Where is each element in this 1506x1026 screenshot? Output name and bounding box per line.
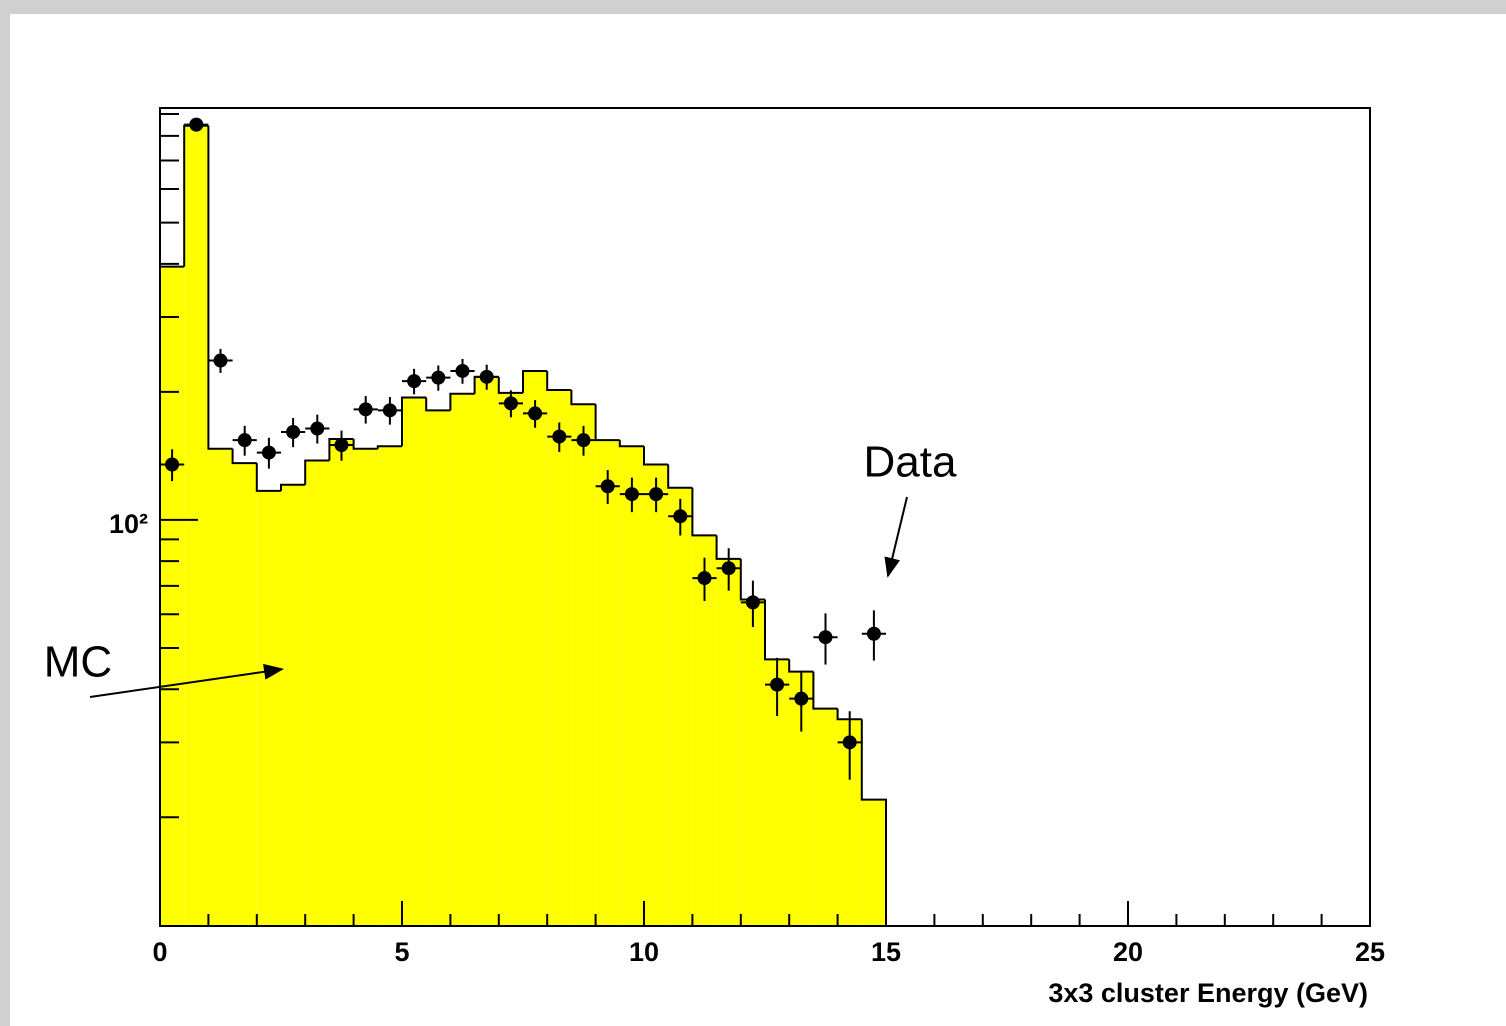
bar-outline <box>522 369 548 393</box>
bar-outline <box>352 438 378 450</box>
bar-outline <box>618 440 644 448</box>
bar <box>160 266 185 926</box>
data-point <box>189 117 204 132</box>
data-point <box>552 429 567 444</box>
plot-frame <box>159 107 1371 927</box>
bar <box>740 599 765 926</box>
bar <box>523 370 548 926</box>
bar-outline <box>255 463 281 492</box>
annotation: Data <box>864 438 957 487</box>
bar <box>256 490 281 926</box>
data-point <box>576 433 591 448</box>
bar <box>813 708 838 926</box>
x-tick-label: 0 <box>152 937 167 967</box>
bar-outline <box>497 376 523 394</box>
bar-outline <box>401 396 427 447</box>
data-point <box>237 433 252 448</box>
bar <box>595 440 620 926</box>
bar-outline <box>860 719 887 926</box>
data-point <box>745 595 760 610</box>
data-point <box>261 445 276 460</box>
data-point <box>770 677 785 692</box>
bar <box>474 376 499 926</box>
bar <box>716 558 741 926</box>
data-point <box>600 479 615 494</box>
bar <box>861 799 886 926</box>
bar-outline <box>667 464 693 489</box>
bar-outline <box>231 448 257 465</box>
bar <box>547 390 572 926</box>
data-point <box>286 424 301 439</box>
bar-outline <box>425 397 451 412</box>
x-axis-label: 3x3 cluster Energy (GeV) <box>1048 978 1368 1008</box>
bar-outline <box>643 446 669 466</box>
data-point <box>842 735 857 750</box>
bar <box>644 464 669 926</box>
data-point <box>624 487 639 502</box>
bar-outline <box>207 125 233 450</box>
x-tick-label: 15 <box>871 937 901 967</box>
data-point <box>358 402 373 417</box>
x-tick-label: 10 <box>629 937 659 967</box>
bar <box>619 446 644 926</box>
bar-outline <box>280 483 306 491</box>
data-point <box>213 353 228 368</box>
y-tick-label: 10² <box>109 509 148 539</box>
bar-outline <box>715 535 741 560</box>
bar-outline <box>449 392 475 411</box>
data-point <box>310 421 325 436</box>
data-point <box>382 403 397 418</box>
bar <box>232 463 257 926</box>
bar-outline <box>304 459 330 485</box>
data-point <box>165 457 180 472</box>
bar <box>450 393 475 926</box>
bar <box>571 404 596 927</box>
data-point <box>455 363 470 378</box>
bar <box>402 397 427 926</box>
bar-outline <box>836 708 862 721</box>
data-point <box>794 691 809 706</box>
bar <box>329 438 354 926</box>
bar-outline <box>812 671 838 710</box>
data-point <box>697 571 712 586</box>
data-point <box>673 509 688 524</box>
bar <box>208 448 233 926</box>
bar-outline <box>328 437 354 461</box>
bar-outline <box>376 445 402 449</box>
frame-top <box>0 0 1506 14</box>
data-point <box>407 374 422 389</box>
bar <box>305 460 330 926</box>
bar <box>668 487 693 926</box>
data-point <box>503 396 518 411</box>
data-point <box>818 630 833 645</box>
data-point <box>866 626 881 641</box>
bar <box>377 446 402 926</box>
bar <box>353 448 378 926</box>
bar <box>426 410 451 926</box>
x-tick-label: 20 <box>1113 937 1143 967</box>
annotation-arrow <box>89 663 284 698</box>
data-point <box>649 487 664 502</box>
bar-outline <box>764 599 790 661</box>
bar-outline <box>691 487 717 537</box>
frame-left <box>0 0 10 1026</box>
bar-outline <box>570 390 596 406</box>
bar-outline <box>788 659 814 673</box>
data-point <box>334 438 349 453</box>
bar <box>184 125 209 926</box>
x-tick-label: 25 <box>1355 937 1385 967</box>
data-point <box>431 370 446 385</box>
bar-outline <box>546 370 572 392</box>
data-point <box>479 369 494 384</box>
bar <box>498 392 523 926</box>
data-point <box>721 561 736 576</box>
data-point <box>528 406 543 421</box>
x-tick-label: 5 <box>394 937 409 967</box>
bar <box>281 484 306 926</box>
annotation-arrow <box>884 496 908 578</box>
annotation: MC <box>44 638 112 687</box>
